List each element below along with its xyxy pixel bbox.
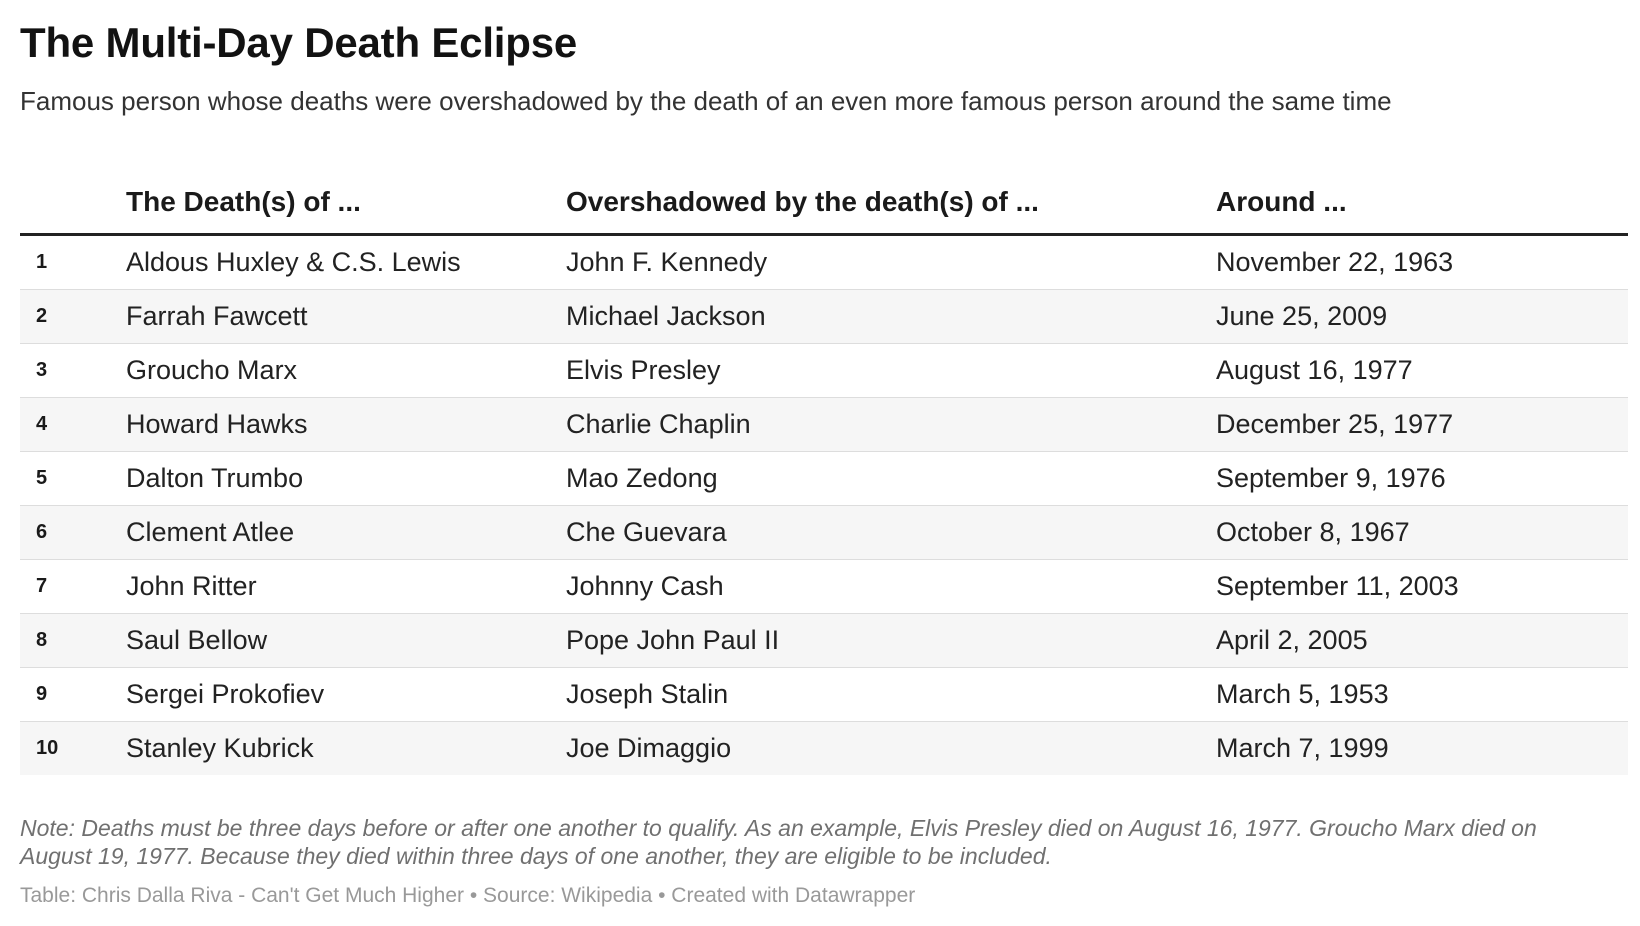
- cell-overshadowed-by: John F. Kennedy: [566, 234, 1216, 290]
- cell-overshadowed-by: Che Guevara: [566, 505, 1216, 560]
- cell-overshadowed-by: Michael Jackson: [566, 289, 1216, 344]
- cell-death-of: Farrah Fawcett: [126, 289, 566, 344]
- cell-rank: 3: [20, 343, 126, 398]
- chart-subtitle: Famous person whose deaths were overshad…: [20, 86, 1392, 116]
- table-row: 7 John Ritter Johnny Cash September 11, 200…: [20, 559, 1628, 614]
- table-row: 8 Saul Bellow Pope John Paul II April 2, 20…: [20, 613, 1628, 668]
- table-row: 2 Farrah Fawcett Michael Jackson June 25, 2…: [20, 289, 1628, 344]
- header-rank: [20, 170, 126, 236]
- table-row: 6 Clement Atlee Che Guevara October 8, 1967: [20, 505, 1628, 560]
- cell-overshadowed-by: Pope John Paul II: [566, 613, 1216, 668]
- cell-around: March 5, 1953: [1216, 667, 1628, 722]
- header-death-of: The Death(s) of ...: [126, 170, 566, 236]
- cell-around: September 9, 1976: [1216, 451, 1628, 506]
- cell-overshadowed-by: Joseph Stalin: [566, 667, 1216, 722]
- cell-around: June 25, 2009: [1216, 289, 1628, 344]
- cell-death-of: Sergei Prokofiev: [126, 667, 566, 722]
- cell-overshadowed-by: Charlie Chaplin: [566, 397, 1216, 452]
- cell-death-of: Dalton Trumbo: [126, 451, 566, 506]
- table-header: The Death(s) of ... Overshadowed by the …: [20, 170, 1628, 236]
- cell-around: April 2, 2005: [1216, 613, 1628, 668]
- table-row: 9 Sergei Prokofiev Joseph Stalin March 5, 1…: [20, 667, 1628, 722]
- cell-death-of: Saul Bellow: [126, 613, 566, 668]
- cell-rank: 7: [20, 559, 126, 614]
- cell-around: November 22, 1963: [1216, 234, 1628, 290]
- cell-around: August 16, 1977: [1216, 343, 1628, 398]
- chart-title: The Multi-Day Death Eclipse: [20, 19, 578, 66]
- cell-rank: 4: [20, 397, 126, 452]
- cell-death-of: Clement Atlee: [126, 505, 566, 560]
- cell-rank: 9: [20, 667, 126, 722]
- cell-death-of: Howard Hawks: [126, 397, 566, 452]
- chart-container: The Multi-Day Death Eclipse Famous perso…: [20, 0, 1628, 907]
- cell-rank: 5: [20, 451, 126, 506]
- cell-death-of: Groucho Marx: [126, 343, 566, 398]
- cell-rank: 1: [20, 234, 126, 290]
- table-row: 1 Aldous Huxley & C.S. Lewis John F. Kenne…: [20, 234, 1628, 290]
- header-around: Around ...: [1216, 170, 1628, 236]
- cell-around: March 7, 1999: [1216, 721, 1628, 775]
- cell-death-of: Aldous Huxley & C.S. Lewis: [126, 234, 566, 290]
- cell-death-of: John Ritter: [126, 559, 566, 614]
- cell-overshadowed-by: Johnny Cash: [566, 559, 1216, 614]
- header-row: The Death(s) of ... Overshadowed by the …: [20, 170, 1628, 236]
- cell-overshadowed-by: Mao Zedong: [566, 451, 1216, 506]
- cell-overshadowed-by: Joe Dimaggio: [566, 721, 1216, 775]
- cell-around: December 25, 1977: [1216, 397, 1628, 452]
- cell-rank: 6: [20, 505, 126, 560]
- cell-death-of: Stanley Kubrick: [126, 721, 566, 775]
- table-row: 10 Stanley Kubrick Joe Dimaggio March 7, 19…: [20, 721, 1628, 775]
- table-note: Note: Deaths must be three days before o…: [20, 815, 1537, 869]
- table-body: 1 Aldous Huxley & C.S. Lewis John F. Kenne…: [20, 234, 1628, 775]
- cell-around: September 11, 2003: [1216, 559, 1628, 614]
- table-row: 4 Howard Hawks Charlie Chaplin December 25,…: [20, 397, 1628, 452]
- table-row: 3 Groucho Marx Elvis Presley August 16, 197…: [20, 343, 1628, 398]
- cell-rank: 2: [20, 289, 126, 344]
- deaths-table: The Death(s) of ... Overshadowed by the …: [20, 170, 1628, 775]
- table-credits: Table: Chris Dalla Riva - Can't Get Much…: [20, 884, 916, 907]
- cell-around: October 8, 1967: [1216, 505, 1628, 560]
- header-overshadowed-by: Overshadowed by the death(s) of ...: [566, 170, 1216, 236]
- cell-rank: 10: [20, 721, 126, 775]
- table-row: 5 Dalton Trumbo Mao Zedong September 9, 197…: [20, 451, 1628, 506]
- cell-overshadowed-by: Elvis Presley: [566, 343, 1216, 398]
- cell-rank: 8: [20, 613, 126, 668]
